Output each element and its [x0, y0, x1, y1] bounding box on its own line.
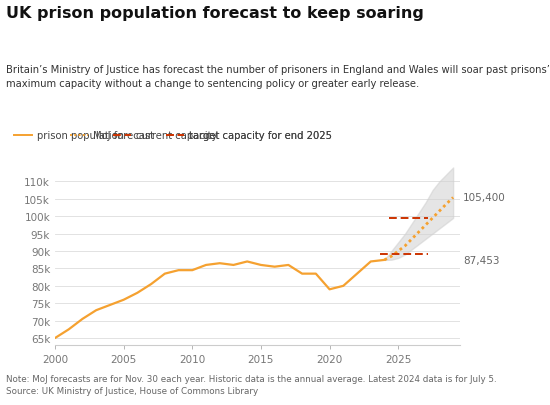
- Text: Note: MoJ forecasts are for Nov. 30 each year. Historic data is the annual avera: Note: MoJ forecasts are for Nov. 30 each…: [6, 374, 496, 395]
- Text: UK prison population forecast to keep soaring: UK prison population forecast to keep so…: [6, 6, 424, 21]
- Text: 105,400: 105,400: [463, 193, 505, 203]
- Text: 87,453: 87,453: [463, 255, 499, 265]
- Legend: target capacity for end 2025: target capacity for end 2025: [162, 127, 337, 145]
- Text: Britain’s Ministry of Justice has forecast the number of prisoners in England an: Britain’s Ministry of Justice has foreca…: [6, 65, 549, 88]
